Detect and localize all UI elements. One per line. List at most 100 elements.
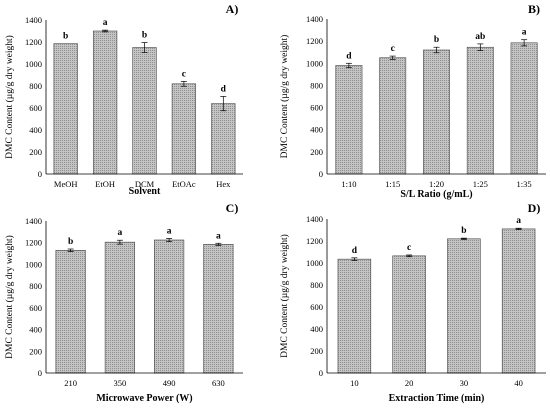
y-tick-label: 1200 <box>25 37 42 47</box>
x-tick-label: 40 <box>514 378 523 388</box>
y-axis-title: DMC Content (µg/g dry weight) <box>4 35 15 159</box>
y-tick-label: 600 <box>29 303 42 313</box>
significance-label: c <box>182 69 186 79</box>
x-tick-label: EtOAc <box>172 179 196 189</box>
y-tick-label: 400 <box>29 325 42 335</box>
y-tick-label: 200 <box>310 346 323 356</box>
panel-label: C) <box>226 201 239 215</box>
significance-label: d <box>221 84 227 94</box>
y-axis-title: DMC Content (µg/g dry weight) <box>4 235 15 359</box>
y-axis-title: DMC Content (µg/g dry weight) <box>279 234 290 358</box>
x-tick-label: 490 <box>163 378 176 388</box>
chart-panels: 0200400600800100012001400bMeOHaEtOHbDCMc… <box>4 2 546 404</box>
y-tick-label: 0 <box>319 368 323 378</box>
bar <box>466 46 494 175</box>
bar <box>510 42 538 175</box>
x-axis-title: Microwave Power (W) <box>96 393 192 404</box>
significance-label: a <box>522 28 527 38</box>
y-tick-label: 1000 <box>25 259 42 269</box>
y-tick-label: 400 <box>310 324 323 334</box>
x-tick-label: 1:15 <box>385 179 400 189</box>
significance-label: a <box>118 228 123 238</box>
chart-panel-2: 0 200 400 600 800 1000 1200 1400 d 1:10 c 1:15 b 1:20… <box>279 2 546 200</box>
bar <box>53 43 78 175</box>
significance-label: ab <box>475 32 485 42</box>
y-tick-label: 1200 <box>306 236 323 246</box>
y-tick-label: 400 <box>29 125 42 135</box>
bar <box>392 255 426 374</box>
x-tick-label: 1:10 <box>341 179 356 189</box>
chart-panel-1: 0 200 400 600 800 1000 1200 1400 b MeOH a EtOH b DCM c… <box>4 2 243 197</box>
bar <box>203 244 234 374</box>
y-tick-label: 200 <box>310 147 323 157</box>
y-tick-label: 1200 <box>306 36 323 46</box>
bar <box>447 238 481 374</box>
significance-label: a <box>103 18 108 28</box>
y-tick-label: 1000 <box>306 258 323 268</box>
y-tick-label: 800 <box>29 81 42 91</box>
x-tick-label: DCM <box>135 179 155 189</box>
significance-label: c <box>407 243 411 253</box>
x-tick-label: 20 <box>405 378 414 388</box>
chart-panel-4: 0 200 400 600 800 1000 1200 1400 d 10 c 20 b 30 a 40 Ext… <box>279 201 546 404</box>
x-tick-label: 10 <box>350 378 359 388</box>
y-tick-label: 0 <box>38 169 42 179</box>
x-axis-title: Solvent <box>129 186 161 197</box>
panel-label: D) <box>528 201 541 215</box>
bar <box>154 239 185 374</box>
bar <box>379 57 407 175</box>
y-tick-label: 0 <box>319 169 323 179</box>
y-tick-label: 1000 <box>306 58 323 68</box>
y-tick-label: 200 <box>29 346 42 356</box>
y-tick-label: 800 <box>29 281 42 291</box>
x-tick-label: 630 <box>212 378 225 388</box>
y-tick-label: 200 <box>29 147 42 157</box>
y-tick-label: 1000 <box>25 59 42 69</box>
significance-label: d <box>346 51 352 61</box>
y-tick-label: 800 <box>310 80 323 90</box>
significance-label: a <box>516 216 521 226</box>
x-tick-label: MeOH <box>54 179 78 189</box>
x-tick-label: 30 <box>460 378 469 388</box>
x-tick-label: 1:20 <box>429 179 444 189</box>
x-tick-label: Hex <box>216 179 231 189</box>
significance-label: b <box>68 237 73 247</box>
bar <box>337 258 372 374</box>
y-tick-label: 1400 <box>306 14 323 24</box>
x-tick-label: EtOH <box>95 179 115 189</box>
x-axis-title: S/L Ratio (g/mL) <box>400 189 472 200</box>
y-tick-label: 1400 <box>306 214 323 224</box>
x-tick-label: 350 <box>114 378 127 388</box>
bar <box>92 30 118 175</box>
y-axis-title: DMC Content (µg/g dry weight) <box>279 35 290 159</box>
significance-label: b <box>461 226 466 236</box>
y-tick-label: 800 <box>310 280 323 290</box>
y-tick-label: 1400 <box>25 15 42 25</box>
chart-panel-3: 0 200 400 600 800 1000 1200 1400 b 210 a 350 a 490 a 63… <box>4 201 243 404</box>
x-tick-label: 210 <box>64 378 77 388</box>
x-axis-title: Extraction Time (min) <box>389 393 485 404</box>
y-tick-label: 600 <box>310 302 323 312</box>
bar <box>211 103 236 175</box>
bar <box>501 228 536 374</box>
significance-label: d <box>352 246 358 256</box>
bar <box>423 49 450 175</box>
bar <box>132 47 157 175</box>
y-tick-label: 0 <box>38 368 42 378</box>
significance-label: a <box>167 226 172 236</box>
bar <box>55 250 86 374</box>
y-tick-label: 600 <box>29 103 42 113</box>
panel-label: B) <box>528 2 540 16</box>
significance-label: b <box>63 32 68 42</box>
y-tick-label: 400 <box>310 125 323 135</box>
significance-label: a <box>216 231 221 241</box>
y-tick-label: 1400 <box>25 216 42 226</box>
panel-label: A) <box>226 2 239 16</box>
significance-label: c <box>391 44 395 54</box>
y-tick-label: 600 <box>310 103 323 113</box>
significance-label: b <box>142 31 147 41</box>
y-tick-label: 1200 <box>25 238 42 248</box>
bar <box>335 65 363 175</box>
x-tick-label: 1:25 <box>473 179 488 189</box>
